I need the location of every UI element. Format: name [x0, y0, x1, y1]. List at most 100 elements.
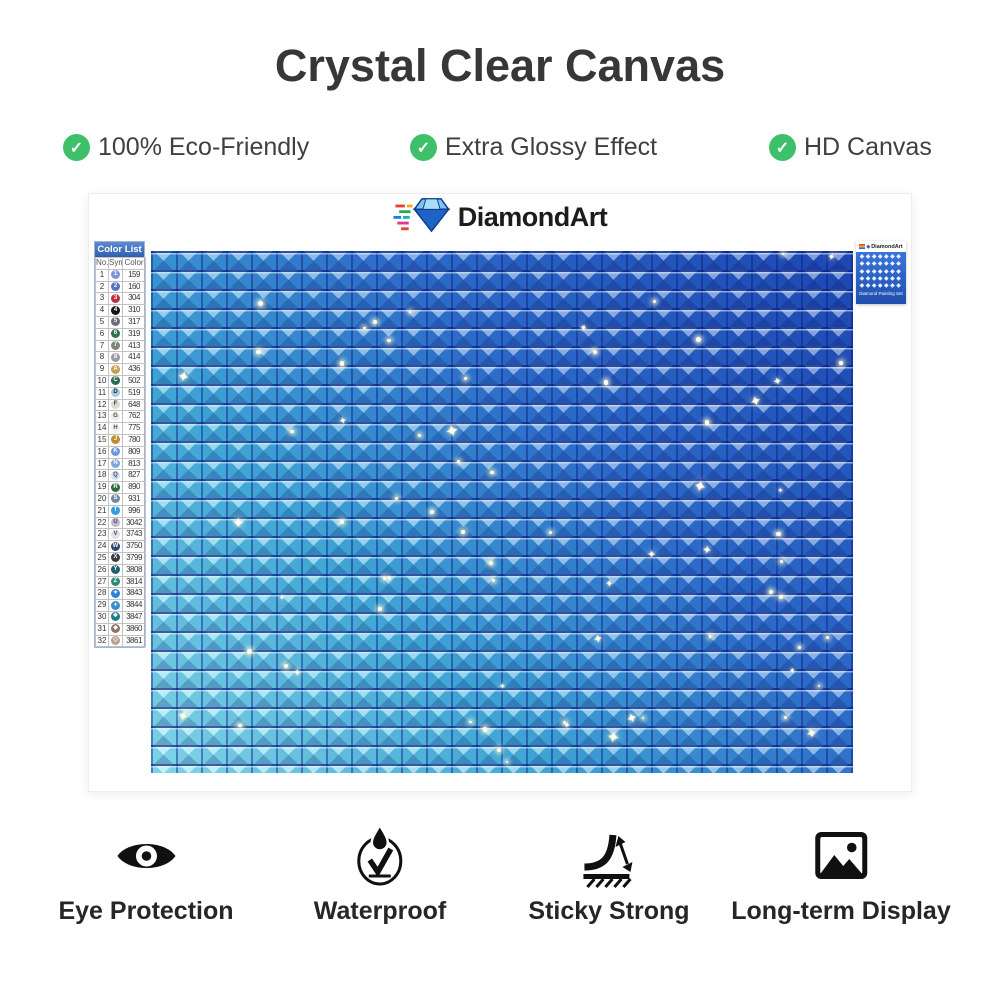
sparkle — [603, 379, 609, 385]
color-row-code: 890 — [122, 481, 146, 494]
diamond-logo-icon — [393, 196, 451, 239]
color-row-no: 25 — [95, 551, 109, 565]
sparkle — [652, 299, 657, 304]
color-row-symbol: ♦ — [108, 599, 123, 612]
color-row-no: 18 — [95, 469, 109, 483]
sparkle — [817, 685, 820, 688]
sparkle — [238, 724, 242, 728]
sparkle-star: ✦ — [175, 368, 192, 388]
color-row-symbol: G — [108, 410, 123, 424]
sparkle — [284, 663, 289, 668]
feature-label: 100% Eco-Friendly — [98, 133, 310, 161]
sparkle — [387, 338, 391, 343]
color-row-code: 317 — [122, 315, 146, 329]
sparkle-star: ✦ — [562, 719, 572, 731]
color-symbol-icon: F — [111, 400, 120, 409]
color-row-symbol: ❖ — [108, 610, 123, 624]
color-row: 20 S 931 — [95, 492, 146, 506]
color-row-no: 28 — [95, 587, 109, 601]
sparkle-star: ✦ — [776, 485, 784, 496]
color-row-code: 3844 — [122, 599, 146, 612]
color-row-no: 10 — [95, 374, 109, 388]
sparkle — [593, 349, 598, 354]
bottom-feature-sticky-strong: Sticky Strong — [528, 824, 690, 926]
color-row: 17 N 813 — [95, 457, 146, 471]
color-row-symbol: 2 — [108, 280, 123, 294]
color-row-no: 29 — [95, 599, 109, 612]
sparkle — [482, 727, 488, 732]
color-row-symbol: ◆ — [108, 622, 123, 636]
sparkle-star: ✦ — [292, 666, 302, 679]
color-row-code: 931 — [122, 492, 146, 506]
sparkle — [456, 459, 460, 463]
color-row-code: 502 — [122, 374, 146, 388]
color-row-symbol: S — [108, 492, 123, 506]
color-symbol-icon: X — [111, 553, 120, 563]
color-row-symbol: H — [108, 422, 123, 435]
sparkle — [490, 470, 494, 474]
color-row: 22 U 3042 — [95, 516, 146, 530]
color-row-symbol: D — [108, 386, 123, 400]
check-icon: ✓ — [769, 134, 796, 161]
color-row-no: 27 — [95, 575, 109, 589]
color-symbol-icon: H — [111, 423, 120, 433]
color-row-code: 3814 — [122, 575, 146, 589]
color-row-code: 414 — [122, 351, 146, 365]
color-list-table: No. Symbol Color 11159221603330444310553… — [95, 257, 146, 648]
color-row: 26 Y 3808 — [95, 563, 146, 577]
sparkle — [696, 337, 702, 342]
display-icon — [809, 824, 873, 890]
color-row-no: 30 — [95, 610, 109, 624]
sparkle — [826, 636, 830, 640]
column-header-symbol: Symbol — [108, 257, 123, 270]
mini-label-caption: Diamond Painting Set — [859, 291, 903, 297]
color-symbol-icon: 3 — [111, 293, 120, 303]
color-row-no: 3 — [95, 292, 109, 306]
color-list-title: Color List — [95, 242, 144, 257]
sparkle — [641, 716, 644, 720]
color-symbol-icon: 1 — [111, 270, 120, 280]
sparkle-star: ✦ — [604, 578, 614, 591]
sparkle — [708, 635, 712, 638]
color-row-symbol: F — [108, 398, 123, 412]
color-row-no: 23 — [95, 528, 109, 542]
color-row-code: 780 — [122, 433, 146, 447]
check-icon: ✓ — [63, 134, 90, 161]
sparkle-star: ✦ — [624, 708, 641, 728]
color-row: 15 J 780 — [95, 433, 146, 447]
color-row-symbol: Z — [108, 575, 123, 589]
color-row-symbol: Y — [108, 563, 123, 577]
color-row-code: 3860 — [122, 622, 146, 636]
sparkle — [839, 361, 844, 365]
color-row-no: 8 — [95, 351, 109, 365]
color-row-no: 21 — [95, 504, 109, 518]
color-row-symbol: X — [108, 551, 123, 565]
color-row-code: 827 — [122, 469, 146, 483]
color-row-symbol: 3 — [108, 292, 123, 306]
bottom-feature-row: Eye Protection Waterproof — [0, 822, 1000, 934]
sparkle — [469, 720, 473, 724]
color-row-code: 310 — [122, 304, 146, 317]
sparkle-star: ✦ — [826, 251, 837, 265]
color-row-no: 17 — [95, 457, 109, 471]
sparkle-star: ✦ — [804, 724, 820, 743]
color-row-symbol: W — [108, 540, 123, 553]
sparkle — [461, 529, 466, 535]
color-row-code: 3847 — [122, 610, 146, 624]
color-symbol-icon: 4 — [111, 305, 120, 315]
color-row: 7 7 413 — [95, 339, 146, 353]
color-row-no: 16 — [95, 445, 109, 459]
product-card: DiamondArt Color List No. Symbol Color 1… — [88, 193, 912, 792]
color-row: 24 W 3750 — [95, 540, 146, 553]
sparkle — [779, 559, 783, 563]
color-symbol-icon: Y — [111, 565, 120, 575]
color-row-no: 9 — [95, 363, 109, 376]
color-row: 11 D 519 — [95, 386, 146, 400]
sparkle — [463, 376, 468, 381]
color-symbol-icon: C — [111, 376, 120, 386]
color-symbol-icon: N — [111, 459, 120, 468]
color-row: 19 R 890 — [95, 481, 146, 494]
bottom-feature-label: Sticky Strong — [528, 897, 690, 925]
color-row: 4 4 310 — [95, 304, 146, 317]
color-row: 9 A 436 — [95, 363, 146, 376]
